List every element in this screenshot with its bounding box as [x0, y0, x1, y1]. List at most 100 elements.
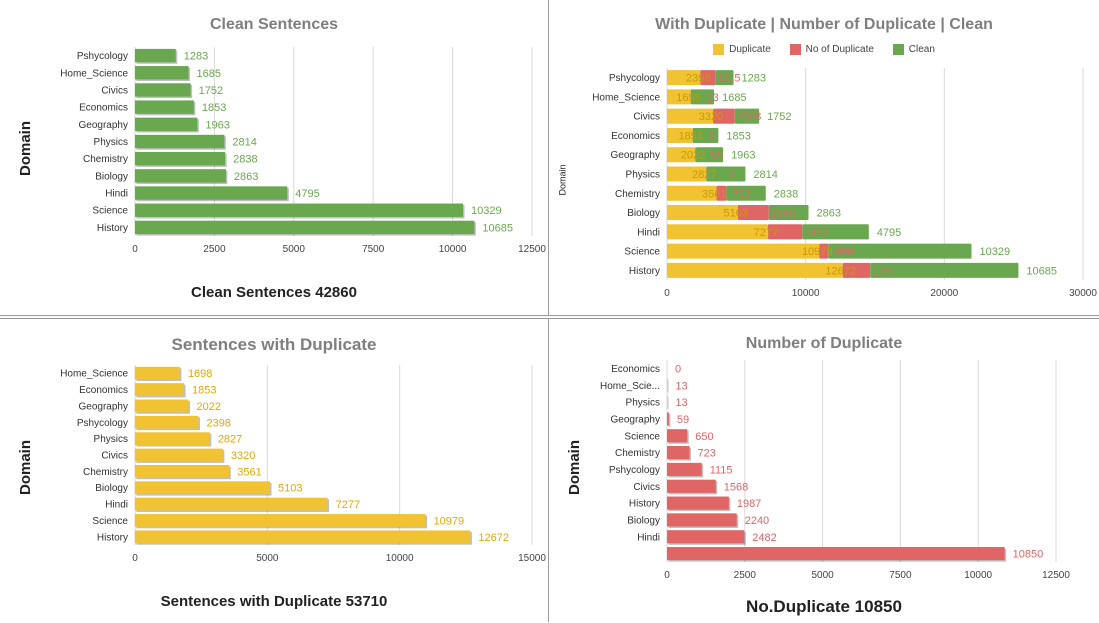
data-label: 1963: [731, 150, 755, 162]
data-label: 59: [677, 414, 689, 426]
y-tick-label: Home_Science: [60, 369, 128, 380]
data-label: 10685: [1026, 265, 1057, 277]
bar: [667, 547, 1005, 560]
bar: [135, 186, 287, 199]
bar: [135, 221, 474, 234]
bar: [667, 513, 737, 526]
y-tick-label: Economics: [611, 131, 660, 142]
y-tick-label: Hindi: [105, 189, 128, 200]
data-label: 1685: [197, 68, 221, 80]
y-tick-label: Science: [92, 206, 128, 217]
bar-segment: [667, 263, 843, 278]
x-tick-label: 7500: [362, 244, 385, 255]
bar: [135, 416, 198, 429]
bar: [667, 497, 729, 510]
data-label: 2240: [771, 208, 795, 220]
data-label: 1568: [724, 481, 748, 493]
chart-caption: Sentences with Duplicate 53710: [0, 593, 548, 610]
y-tick-label: Biology: [627, 515, 660, 526]
data-label: 3561: [237, 466, 261, 478]
data-label: 7277: [754, 227, 778, 239]
bar: [667, 480, 716, 493]
chart-caption: Clean Sentences 42860: [0, 284, 548, 301]
bar: [135, 169, 226, 182]
y-tick-label: History: [629, 266, 660, 277]
y-tick-label: Civics: [101, 85, 128, 96]
data-label: 2398: [686, 73, 710, 85]
data-label: 1987: [872, 265, 896, 277]
data-label: 1853: [192, 385, 216, 397]
y-tick-label: Pshycology: [609, 465, 660, 476]
data-label: 10979: [434, 515, 465, 527]
y-tick-label: History: [629, 499, 660, 510]
data-label: 1115: [718, 73, 741, 85]
bar: [135, 400, 189, 413]
y-tick-label: History: [97, 532, 128, 543]
data-label: 1987: [737, 498, 761, 510]
y-tick-label: Geography: [611, 150, 660, 161]
y-tick-label: Hindi: [637, 532, 660, 543]
data-label: 13: [707, 92, 719, 104]
bar: [135, 432, 210, 445]
x-tick-label: 0: [664, 570, 670, 581]
data-label: 2482: [752, 532, 776, 544]
data-label: 2827: [218, 434, 242, 446]
y-tick-label: Home_Scie...: [600, 381, 660, 392]
x-tick-label: 5000: [256, 553, 279, 564]
chart-caption: No.Duplicate 10850: [549, 597, 1099, 617]
data-label: 4795: [877, 227, 901, 239]
data-label: 2482: [804, 227, 828, 239]
y-tick-label: Chemistry: [83, 154, 128, 165]
bar: [135, 49, 176, 62]
data-label: 7277: [336, 499, 360, 511]
x-tick-label: 30000: [1069, 288, 1097, 299]
data-label: 0: [709, 130, 715, 142]
x-tick-label: 2500: [734, 570, 757, 581]
x-tick-label: 0: [132, 244, 138, 255]
bar: [135, 100, 194, 113]
data-label: 3320: [231, 450, 255, 462]
data-label: 2398: [206, 417, 230, 429]
data-label: 1698: [188, 368, 212, 380]
bar: [135, 66, 189, 79]
y-tick-label: Science: [624, 247, 660, 258]
data-label: 10685: [482, 222, 513, 234]
bar: [135, 465, 229, 478]
data-label: 723: [697, 448, 715, 460]
bar: [667, 530, 744, 543]
x-tick-label: 10000: [386, 553, 414, 564]
data-label: 10850: [1013, 549, 1044, 561]
y-tick-label: Economics: [79, 103, 128, 114]
data-label: 723: [732, 188, 750, 200]
data-label: 12672: [478, 532, 509, 544]
x-tick-label: 10000: [439, 244, 467, 255]
data-label: 2022: [681, 150, 705, 162]
data-label: 2240: [745, 515, 769, 527]
y-tick-label: Home_Science: [592, 92, 660, 103]
data-label: 2838: [233, 154, 257, 166]
x-tick-label: 15000: [518, 553, 546, 564]
y-tick-label: Pshycology: [609, 73, 660, 84]
bar: [135, 449, 223, 462]
data-label: 2863: [817, 208, 841, 220]
data-label: 1685: [722, 92, 746, 104]
y-tick-label: Physics: [94, 434, 128, 445]
data-label: 59: [711, 150, 723, 162]
y-tick-label: History: [97, 223, 128, 234]
data-label: 650: [835, 246, 853, 258]
x-tick-label: 0: [664, 288, 670, 299]
data-label: 10329: [471, 205, 502, 217]
bar: [135, 135, 224, 148]
y-tick-label: Chemistry: [83, 467, 128, 478]
bar: [135, 83, 191, 96]
x-tick-label: 20000: [930, 288, 958, 299]
data-label: 1752: [767, 111, 791, 123]
bar: [667, 446, 689, 459]
data-label: 2838: [774, 188, 798, 200]
y-tick-label: Chemistry: [615, 189, 660, 200]
